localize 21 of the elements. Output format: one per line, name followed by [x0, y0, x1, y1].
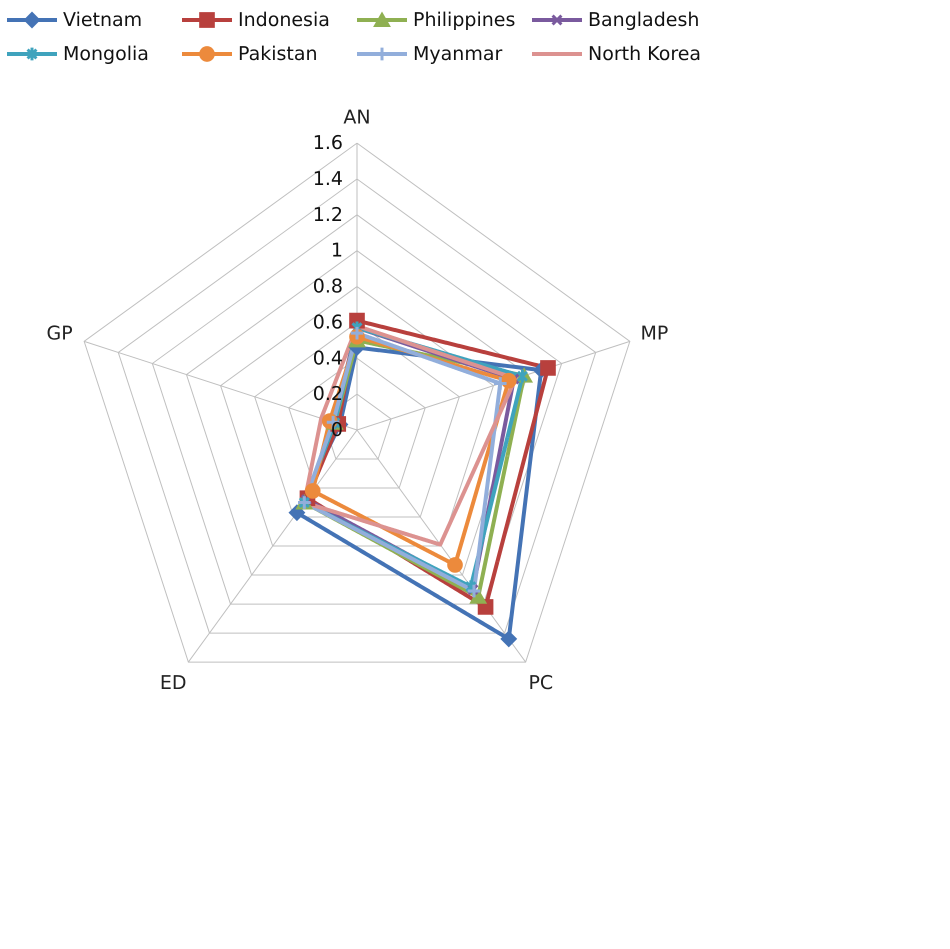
- legend-label: Pakistan: [238, 43, 318, 65]
- legend-label: Vietnam: [63, 9, 142, 31]
- y-tick-label: 0.8: [312, 276, 343, 298]
- y-tick-label: 1: [330, 240, 343, 262]
- spoke-label: MP: [640, 322, 668, 344]
- legend-label: Philippines: [413, 9, 516, 31]
- y-tick-label: 0.6: [312, 311, 343, 334]
- spoke-label: GP: [46, 322, 73, 344]
- legend-label: North Korea: [588, 43, 702, 65]
- legend-label: Myanmar: [413, 43, 502, 65]
- legend-label: Bangladesh: [588, 9, 700, 31]
- y-tick-label: 1.2: [312, 204, 343, 226]
- y-tick-label: 1.6: [312, 132, 343, 154]
- y-tick-label: 1.4: [312, 168, 343, 190]
- spoke-label: ED: [160, 672, 187, 694]
- spoke-label: PC: [528, 672, 554, 694]
- legend-label: Indonesia: [238, 9, 330, 31]
- y-tick-label: 0.4: [312, 347, 343, 370]
- spoke-label: AN: [343, 106, 371, 128]
- legend-label: Mongolia: [63, 43, 149, 65]
- y-tick-label: 0: [330, 419, 343, 441]
